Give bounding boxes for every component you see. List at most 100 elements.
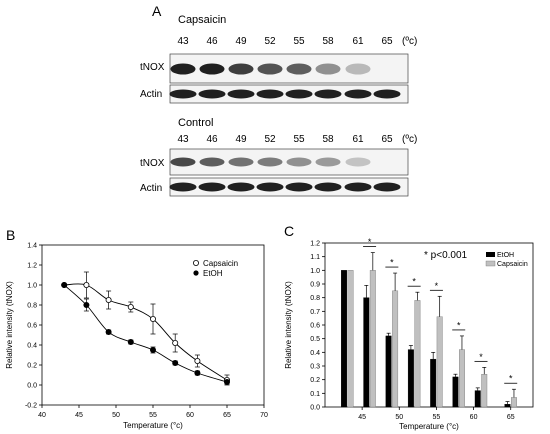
chart-c-y-tick-label: 0.9: [310, 282, 320, 289]
control-actin-band-52: [256, 182, 284, 192]
chart-c-y-tick-label: 0.6: [310, 323, 320, 330]
chart-b-y-tick-label: 0.0: [27, 383, 37, 390]
panel-a-letter: A: [152, 3, 162, 19]
capsaicin-temperature-labels: 43 46 49 52 55 58 61 65: [177, 36, 393, 47]
chart-c-y-tick-label: 1.1: [310, 254, 320, 261]
chart-c-y-tick-label: 0.3: [310, 364, 320, 371]
chart-b-point-etoh: [61, 281, 68, 288]
chart-c-significance-star: *: [390, 258, 394, 268]
chart-b-y-tick-label: 0.4: [27, 343, 37, 350]
chart-b-x-tick-label: 45: [75, 412, 83, 419]
chart-c-bar-capsaicin-52: [414, 300, 421, 408]
chart-c-bar-etoh-46: [363, 297, 370, 408]
chart-c-significance-star: *: [479, 352, 483, 362]
capsaicin-actin-band-52: [256, 89, 284, 99]
control-temp-46: 46: [206, 134, 218, 145]
control-actin-band-49: [227, 182, 255, 192]
chart-c-y-tick-label: 0.4: [310, 350, 320, 357]
control-tnox-band-61: [345, 157, 371, 167]
capsaicin-actin-band-58: [314, 89, 342, 99]
chart-c-bar-capsaicin-65: [511, 397, 517, 408]
chart-c-significance-star: *: [435, 281, 439, 291]
chart-c-bar-etoh-65: [504, 404, 511, 408]
chart-b-point-capsaicin: [149, 315, 156, 322]
chart-b-point-etoh: [149, 346, 156, 353]
control-tnox-band-55: [286, 157, 312, 167]
capsaicin-actin-band-49: [227, 89, 255, 99]
chart-c-bar-etoh-61: [474, 390, 481, 408]
chart-b-y-tick-label: 0.2: [27, 363, 37, 370]
chart-c-significance-marks: * * * * * * *: [363, 237, 518, 384]
chart-c-significance-star: *: [509, 374, 513, 384]
chart-b-y-axis-title: Relative intensity (tNOX): [5, 281, 14, 369]
chart-b-point-capsaicin: [83, 281, 90, 288]
panel-a: A Capsaicin 43 46 49 52 55 58 61 65 (ºc) tNOX A…: [140, 3, 417, 197]
capsaicin-tnox-band-58: [315, 63, 341, 75]
legend-capsaicin-swatch: [485, 260, 496, 267]
capsaicin-tnox-band-46: [199, 63, 225, 75]
chart-c-bar-capsaicin-58: [459, 349, 465, 408]
chart-c-x-tick-label: 50: [395, 414, 403, 421]
legend-capsaicin-label-c: Capsaicin: [497, 261, 528, 268]
legend-etoh-swatch: [486, 252, 495, 257]
chart-b-x-tick-label: 60: [186, 412, 194, 419]
chart-c-significance-star: *: [457, 320, 461, 330]
panel-b-letter: B: [6, 227, 15, 243]
chart-c-y-tick-label: 0.7: [310, 309, 320, 316]
capsaicin-actin-band-46: [198, 89, 226, 99]
capsaicin-blot-title: Capsaicin: [178, 14, 226, 26]
capsaicin-tnox-label: tNOX: [140, 62, 165, 73]
capsaicin-actin-band-61: [344, 89, 372, 99]
legend-etoh-marker: [193, 270, 199, 276]
chart-b-y-tick-label: 1.4: [27, 243, 37, 250]
capsaicin-tnox-band-61: [345, 63, 371, 75]
legend-etoh-label: EtOH: [203, 269, 223, 278]
capsaicin-temp-58: 58: [322, 36, 334, 47]
chart-c-y-tick-label: 1.0: [310, 268, 320, 275]
chart-c-bar-capsaicin-49: [392, 290, 399, 408]
chart-c-bar-capsaicin-46: [369, 270, 376, 408]
control-actin-band-61: [344, 182, 372, 192]
capsaicin-actin-band-43: [169, 89, 197, 99]
chart-c-bar-capsaicin-55: [436, 316, 443, 408]
control-actin-band-43: [169, 182, 197, 192]
control-tnox-band-46: [199, 157, 225, 167]
chart-c-y-tick-label: 0.0: [310, 405, 320, 412]
chart-b-legend: Capsaicin EtOH: [192, 259, 238, 278]
chart-c-significance-star: *: [412, 277, 416, 287]
chart-b-point-etoh: [83, 301, 90, 308]
capsaicin-temp-55: 55: [293, 36, 305, 47]
capsaicin-temp-52: 52: [264, 36, 276, 47]
control-tnox-band-43: [170, 157, 196, 167]
chart-b-y-tick-label: 1.2: [27, 263, 37, 270]
legend-capsaicin-label: Capsaicin: [203, 259, 238, 268]
capsaicin-temp-65: 65: [381, 36, 393, 47]
control-tnox-band-58: [315, 157, 341, 167]
control-tnox-band-52: [257, 157, 283, 167]
chart-b-point-etoh: [223, 378, 230, 385]
control-actin-band-55: [285, 182, 313, 192]
chart-c-significance-star: *: [368, 237, 372, 247]
control-temp-52: 52: [264, 134, 276, 145]
chart-b-x-tick-label: 65: [223, 412, 231, 419]
chart-c-legend: EtOH Capsaicin: [485, 252, 528, 268]
capsaicin-actin-label: Actin: [140, 89, 162, 100]
capsaicin-actin-bands: [169, 89, 401, 99]
chart-b-point-etoh: [172, 359, 179, 366]
control-actin-band-46: [198, 182, 226, 192]
chart-c-x-tick-label: 60: [470, 414, 478, 421]
chart-c-x-tick-label: 45: [358, 414, 366, 421]
chart-c-x-tick-label: 65: [507, 414, 515, 421]
control-actin-band-58: [314, 182, 342, 192]
control-temp-49: 49: [235, 134, 247, 145]
capsaicin-temp-43: 43: [177, 36, 189, 47]
chart-b-y-tick-label: 0.8: [27, 303, 37, 310]
control-tnox-band-49: [228, 157, 254, 167]
chart-c-x-axis-title: Temperature (°c): [399, 422, 459, 431]
chart-c-bar-capsaicin-43: [347, 270, 354, 408]
capsaicin-tnox-band-55: [286, 63, 312, 75]
capsaicin-tnox-band-43: [170, 63, 196, 75]
control-temp-65: 65: [381, 134, 393, 145]
control-tnox-label: tNOX: [140, 158, 165, 169]
chart-c-y-tick-label: 0.5: [310, 336, 320, 343]
